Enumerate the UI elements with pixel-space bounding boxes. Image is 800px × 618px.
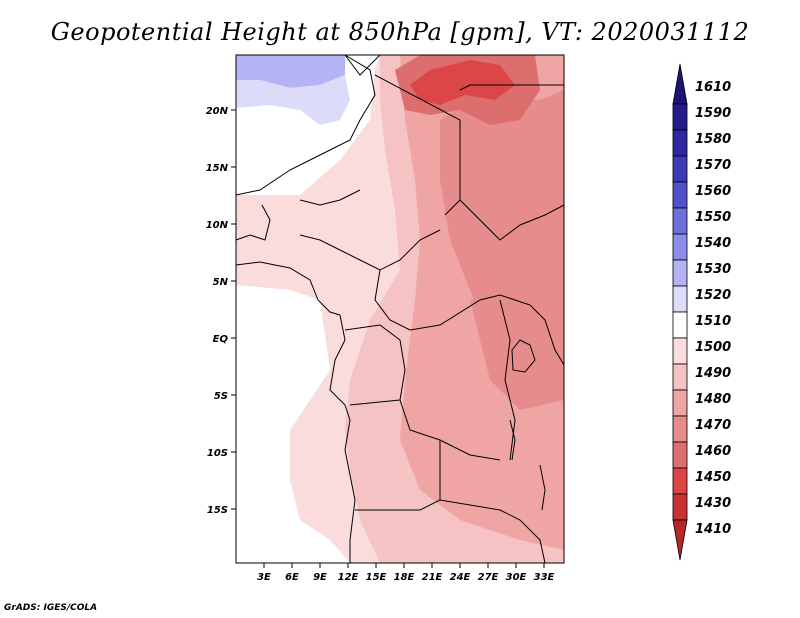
colorbar: 1610 1590 1580 1570 1560 1550 1540 1530 1520 1510… bbox=[672, 63, 731, 561]
lat-label-eq: EQ bbox=[213, 334, 229, 345]
colorbar-segment bbox=[672, 519, 688, 561]
colorbar-segment bbox=[672, 181, 688, 209]
colorbar-label: 1430 bbox=[695, 496, 731, 511]
lake-victoria bbox=[511, 339, 536, 373]
latitude-axis: 20N 15N 10N 5N EQ 5S 10S 15S bbox=[206, 106, 236, 516]
contour-1510-ocean bbox=[236, 285, 300, 563]
coast-1 bbox=[235, 261, 341, 316]
longitude-axis: 3E 6E 9E 12E 15E 18E 21E 24E 27E 30E 33E bbox=[257, 563, 555, 583]
border-10 bbox=[355, 440, 441, 511]
colorbar-label: 1580 bbox=[695, 132, 731, 147]
country-borders bbox=[235, 54, 565, 564]
colorbar-segment bbox=[672, 363, 688, 391]
grads-credit: GrADS: IGES/COLA bbox=[4, 603, 98, 613]
lat-label-15n: 15N bbox=[206, 163, 229, 174]
lat-label-10s: 10S bbox=[207, 448, 228, 459]
colorbar-segment bbox=[672, 311, 688, 339]
colorbar-label: 1490 bbox=[695, 366, 731, 381]
colorbar-label: 1500 bbox=[695, 340, 731, 355]
colorbar-segment bbox=[672, 129, 688, 157]
lon-label-15e: 15E bbox=[366, 572, 387, 583]
border-4 bbox=[459, 84, 564, 91]
border-1 bbox=[235, 54, 376, 196]
lat-label-5s: 5S bbox=[214, 391, 228, 402]
lake-tanganyika bbox=[509, 419, 516, 461]
colorbar-label: 1510 bbox=[695, 314, 731, 329]
border-5 bbox=[459, 199, 565, 241]
border-3 bbox=[344, 54, 381, 76]
contour-1530 bbox=[236, 55, 345, 88]
colorbar-label: 1550 bbox=[695, 210, 731, 225]
lat-label-15s: 15S bbox=[207, 505, 228, 516]
lat-label-20n: 20N bbox=[206, 106, 229, 117]
border-7 bbox=[374, 269, 531, 331]
colorbar-segment bbox=[672, 467, 688, 495]
border-11 bbox=[439, 499, 546, 564]
colorbar-label: 1530 bbox=[695, 262, 731, 277]
colorbar-segment bbox=[672, 441, 688, 469]
lon-label-27e: 27E bbox=[478, 572, 499, 583]
colorbar-segment bbox=[672, 207, 688, 235]
colorbar-segment bbox=[672, 285, 688, 313]
colorbar-segment bbox=[672, 493, 688, 521]
border-2 bbox=[374, 74, 461, 216]
colorbar-label: 1470 bbox=[695, 418, 731, 433]
colorbar-segment bbox=[672, 259, 688, 287]
lat-label-10n: 10N bbox=[206, 220, 229, 231]
colorbar-segment bbox=[672, 155, 688, 183]
colorbar-segment bbox=[672, 103, 688, 131]
lake-malawi bbox=[539, 464, 546, 511]
colorbar-labels: 1610 1590 1580 1570 1560 1550 1540 1530 1520 1510… bbox=[695, 80, 731, 537]
colorbar-segment bbox=[672, 389, 688, 417]
contour-1520 bbox=[236, 75, 350, 125]
colorbar-segments bbox=[672, 63, 688, 561]
border-14 bbox=[299, 189, 361, 206]
lat-label-5n: 5N bbox=[213, 277, 229, 288]
lon-label-21e: 21E bbox=[422, 572, 443, 583]
height-field bbox=[236, 55, 564, 563]
colorbar-label: 1560 bbox=[695, 184, 731, 199]
colorbar-label: 1460 bbox=[695, 444, 731, 459]
lon-label-24e: 24E bbox=[450, 572, 471, 583]
colorbar-segment bbox=[672, 63, 688, 105]
border-13 bbox=[529, 304, 565, 366]
lon-label-6e: 6E bbox=[285, 572, 299, 583]
lon-label-12e: 12E bbox=[338, 572, 359, 583]
colorbar-label: 1590 bbox=[695, 106, 731, 121]
border-9 bbox=[349, 399, 401, 406]
colorbar-segment bbox=[672, 415, 688, 443]
colorbar-label: 1570 bbox=[695, 158, 731, 173]
colorbar-segment bbox=[672, 337, 688, 365]
map-panel: 20N 15N 10N 5N EQ 5S 10S 15S 3E 6E 9E 12… bbox=[206, 54, 565, 583]
contour-1450 bbox=[410, 60, 515, 105]
lon-label-30e: 30E bbox=[506, 572, 527, 583]
colorbar-label: 1480 bbox=[695, 392, 731, 407]
lon-label-33e: 33E bbox=[534, 572, 555, 583]
map-frame bbox=[235, 54, 565, 564]
colorbar-label: 1610 bbox=[695, 80, 731, 95]
colorbar-label: 1540 bbox=[695, 236, 731, 251]
lon-label-18e: 18E bbox=[394, 572, 415, 583]
colorbar-label: 1520 bbox=[695, 288, 731, 303]
lon-label-3e: 3E bbox=[257, 572, 271, 583]
colorbar-label: 1450 bbox=[695, 470, 731, 485]
border-6 bbox=[299, 229, 441, 271]
coast-2 bbox=[329, 314, 356, 563]
chart-title: Geopotential Height at 850hPa [gpm], VT:… bbox=[50, 18, 750, 46]
border-15 bbox=[235, 204, 271, 241]
colorbar-segment bbox=[672, 233, 688, 261]
colorbar-label: 1410 bbox=[695, 522, 731, 537]
lon-label-9e: 9E bbox=[313, 572, 327, 583]
contour-1470b bbox=[470, 290, 564, 410]
